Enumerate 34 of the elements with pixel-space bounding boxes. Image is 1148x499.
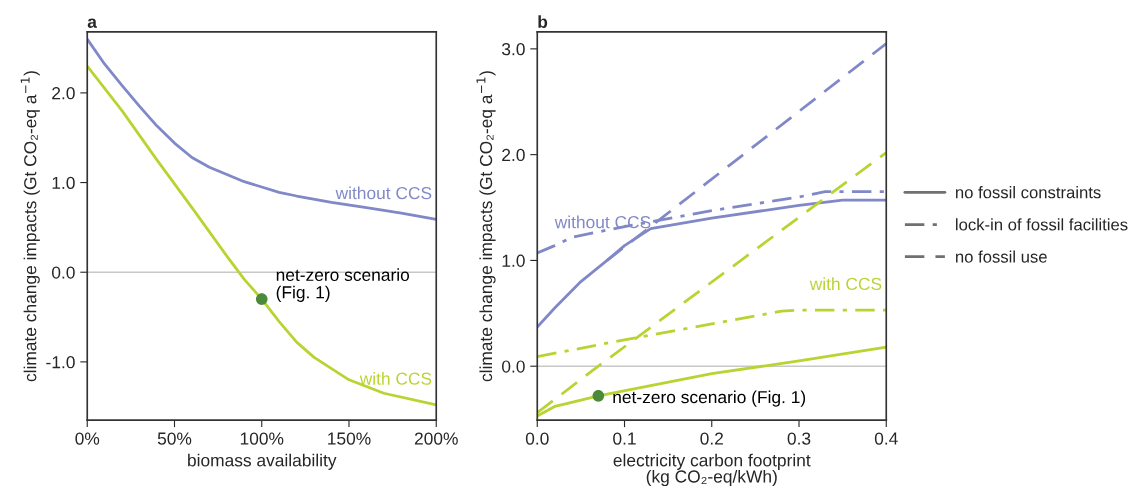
x-axis-title: biomass availability	[188, 453, 337, 470]
y-tick-label: 0.0	[51, 266, 75, 279]
y-axis-title: climate change impacts (Gt CO₂-eq a$^{−1}$)	[20, 71, 40, 382]
x-tick-label: 0.4	[874, 432, 898, 445]
x-tick-label: 150%	[328, 432, 371, 445]
y-tick-label: 0.0	[502, 360, 525, 373]
text: lock-in of fossil facilities	[956, 218, 1128, 231]
x-tick-label: 0.3	[787, 432, 811, 445]
y-tick-label: 3.0	[501, 43, 525, 56]
x-tick-label: 0%	[75, 432, 100, 445]
text: no fossil use	[956, 250, 1047, 263]
series-label: with CCS	[359, 372, 432, 385]
line-series	[87, 64, 437, 407]
y-tick-label: 1.0	[52, 176, 75, 190]
y-tick-label: 2.0	[52, 87, 75, 100]
x-tick-label: 50%	[157, 432, 192, 445]
x-tick-label: 100%	[240, 432, 284, 445]
line-series	[87, 37, 437, 221]
x-tick-label: 0.1	[613, 432, 636, 445]
y-tick-label: 2.0	[502, 148, 525, 162]
series-label: without CCS	[335, 186, 432, 200]
x-tick-label: 0.2	[700, 432, 723, 445]
series-label: with CCS	[809, 277, 882, 291]
y-tick-label: 1.0	[502, 254, 525, 267]
x-tick-label: 200%	[414, 432, 458, 445]
annotation: net-zero scenario (Fig. 1)	[276, 268, 410, 302]
y-axis-title: climate change impacts (Gt CO₂-eq a$^{−1}$)	[476, 71, 496, 382]
y-tick-label: -1.0	[46, 356, 75, 369]
x-axis-title: electricity carbon footprint (kg CO₂-eq/kWh)	[613, 453, 811, 487]
annotation: net-zero scenario (Fig. 1)	[613, 390, 806, 407]
chart-title: a	[87, 18, 98, 28]
x-tick-label: 0.0	[525, 432, 549, 445]
text: no fossil constraints	[956, 186, 1101, 199]
chart-title: b	[538, 15, 548, 28]
